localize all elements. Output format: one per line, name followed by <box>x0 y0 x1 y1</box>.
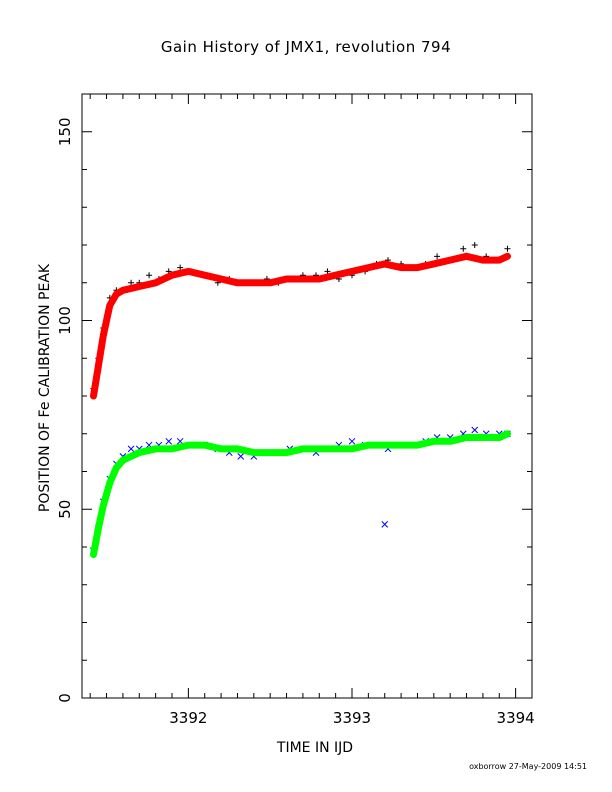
data-point <box>381 520 389 528</box>
x-tick-label: 3393 <box>333 709 371 727</box>
series-line <box>90 252 511 400</box>
data-point <box>471 242 478 248</box>
data-point <box>324 268 331 275</box>
y-tick-label: 150 <box>56 117 74 146</box>
data-point <box>460 245 467 252</box>
data-point <box>127 445 135 453</box>
data-point <box>504 245 511 252</box>
y-tick-label: 0 <box>56 693 74 703</box>
data-point <box>146 272 153 279</box>
y-tick-label: 50 <box>56 500 74 519</box>
x-axis-label: TIME IN IJD <box>276 740 354 756</box>
data-point <box>128 279 135 286</box>
data-point <box>434 253 441 260</box>
data-point <box>165 437 173 445</box>
y-tick-label: 100 <box>56 306 74 335</box>
x-tick-label: 3394 <box>497 709 535 727</box>
data-point <box>177 264 184 271</box>
series-line <box>90 430 511 558</box>
plot-frame <box>81 93 533 699</box>
data-point <box>471 426 479 434</box>
data-point <box>237 453 245 460</box>
chart-title: Gain History of JMX1, revolution 794 <box>160 38 452 56</box>
x-tick-label: 3392 <box>169 709 207 727</box>
credit-text: oxborrow 27-May-2009 14:51 <box>469 762 587 771</box>
data-point <box>348 437 356 445</box>
